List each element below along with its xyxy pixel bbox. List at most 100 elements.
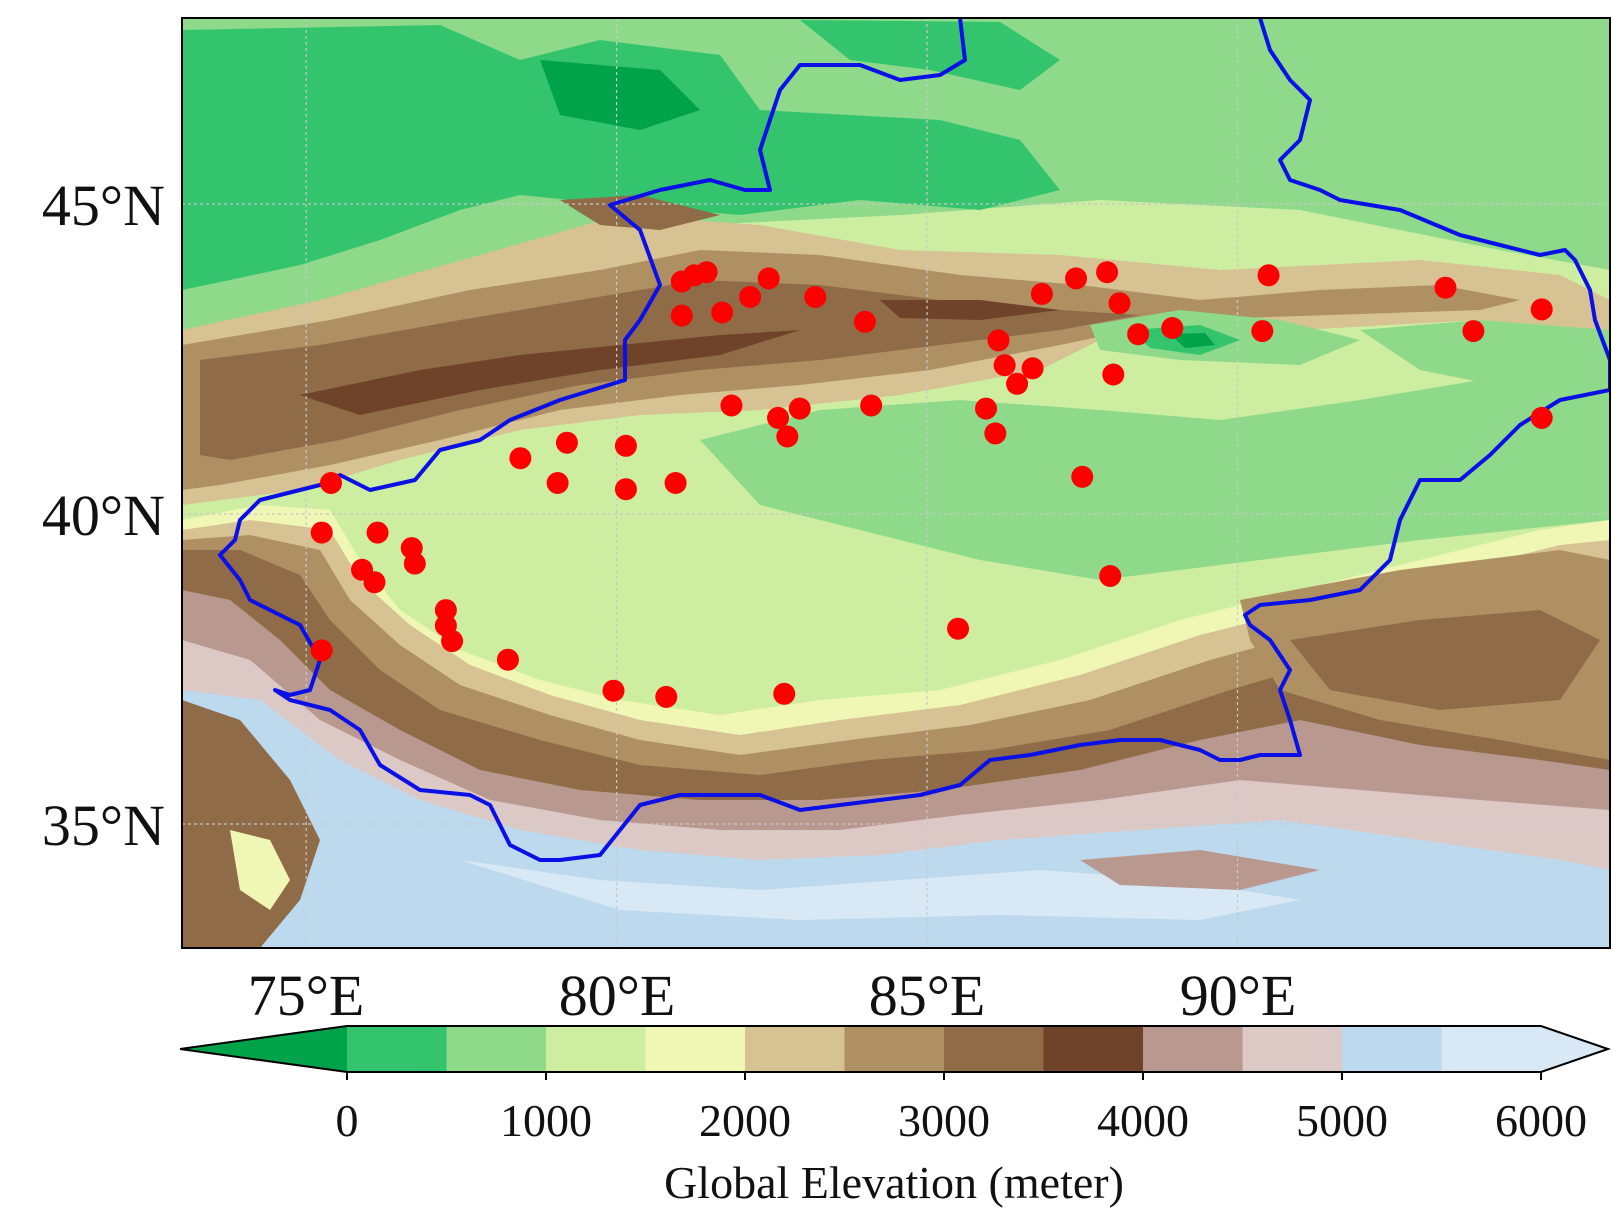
station-marker [614, 434, 637, 457]
station-marker [1030, 282, 1053, 305]
station-marker [1530, 406, 1553, 429]
station-marker [767, 406, 790, 429]
station-marker [1530, 298, 1553, 321]
station-marker [739, 286, 762, 308]
colorbar-title: Global Elevation (meter) [664, 1157, 1124, 1208]
lon-label-90: 90°E [1180, 963, 1297, 1028]
cb-tick-1000: 1000 [500, 1095, 592, 1146]
colorbar-swatch [347, 1026, 447, 1072]
lon-label-75: 75°E [248, 963, 365, 1028]
station-marker [614, 478, 637, 501]
cb-tick-6000: 6000 [1495, 1095, 1587, 1146]
station-marker [975, 397, 998, 420]
lat-label-45: 45°N [42, 173, 165, 238]
station-marker [363, 571, 386, 594]
station-marker [720, 394, 743, 417]
station-marker [853, 310, 876, 333]
plateau-5500 [460, 860, 1300, 920]
station-marker [546, 472, 569, 494]
station-marker [1006, 372, 1029, 395]
station-marker [1161, 317, 1184, 339]
elevation-colorbar [179, 1025, 1612, 1080]
station-marker [1065, 267, 1088, 290]
colorbar-swatch [1242, 1026, 1342, 1072]
station-marker [1099, 565, 1122, 587]
station-marker [947, 617, 970, 640]
tianshan-peaks-2 [880, 300, 1060, 320]
colorbar-swatch [1342, 1026, 1442, 1072]
lon-label-85: 85°E [869, 963, 986, 1028]
station-marker [434, 599, 457, 622]
station-marker [993, 354, 1016, 377]
station-marker [776, 425, 799, 448]
colorbar-tick-labels: 0 1000 2000 3000 4000 5000 6000 [336, 1095, 1588, 1146]
station-marker [366, 521, 389, 544]
north-basin-low-2 [800, 20, 1060, 90]
station-marker [1071, 465, 1094, 488]
xinjiang-boundary [218, 18, 1610, 862]
pamir-lowvalley [230, 830, 290, 910]
cb-tick-5000: 5000 [1296, 1095, 1388, 1146]
tianshan-peaks [300, 330, 800, 415]
colorbar-swatch [944, 1026, 1044, 1072]
station-marker [987, 329, 1010, 352]
colorbar-swatch [546, 1026, 646, 1072]
station-marker [441, 630, 464, 653]
colorbar-swatch [745, 1026, 845, 1072]
station-marker [310, 639, 333, 662]
station-marker [555, 431, 578, 454]
station-marker [695, 261, 718, 284]
station-marker [1257, 264, 1280, 287]
map-panel [182, 18, 1610, 948]
station-marker [1462, 320, 1485, 343]
station-marker [320, 472, 343, 494]
station-marker [1108, 292, 1131, 315]
turpan-deep [1170, 333, 1215, 348]
cb-tick-2000: 2000 [699, 1095, 791, 1146]
lat-label-35: 35°N [42, 793, 165, 858]
station-layer [310, 261, 1553, 708]
station-marker [1434, 276, 1457, 299]
station-marker [860, 394, 883, 417]
balkhash-depression [540, 60, 700, 130]
station-marker [711, 301, 734, 324]
gridlines [182, 18, 1610, 948]
station-marker [773, 682, 796, 705]
station-marker [509, 447, 532, 470]
colorbar-swatch [645, 1026, 745, 1072]
borohoro-range [560, 195, 720, 230]
station-marker [655, 685, 678, 708]
station-marker [984, 422, 1007, 445]
latitude-labels: 45°N 40°N 35°N [42, 173, 165, 858]
station-marker [496, 648, 519, 671]
colorbar-swatch [1143, 1026, 1243, 1072]
tianshan-high [200, 280, 1140, 460]
tianshan-range [182, 250, 1520, 490]
station-marker [1102, 363, 1125, 386]
station-marker [804, 286, 827, 308]
cb-tick-4000: 4000 [1097, 1095, 1189, 1146]
longitude-labels: 75°E 80°E 85°E 90°E [248, 963, 1297, 1028]
station-marker [310, 521, 333, 544]
cb-tick-0: 0 [336, 1095, 359, 1146]
station-marker [1021, 357, 1044, 380]
lon-label-80: 80°E [559, 963, 676, 1028]
station-marker [1251, 320, 1274, 343]
north-basin-low [182, 25, 1060, 290]
station-marker [757, 267, 780, 290]
qaidam-basin-low [1290, 610, 1600, 710]
station-marker [1096, 261, 1119, 284]
lat-label-40: 40°N [42, 483, 165, 548]
colorbar-swatch [1043, 1026, 1143, 1072]
map-frame [181, 17, 1611, 949]
colorbar-swatch [844, 1026, 944, 1072]
cb-tick-3000: 3000 [898, 1095, 990, 1146]
station-marker [403, 552, 426, 575]
station-marker [602, 679, 625, 702]
station-marker [664, 472, 687, 494]
station-marker [788, 397, 811, 420]
colorbar-swatch [446, 1026, 546, 1072]
colorbar-swatch [180, 1026, 347, 1072]
station-marker [1127, 323, 1150, 346]
